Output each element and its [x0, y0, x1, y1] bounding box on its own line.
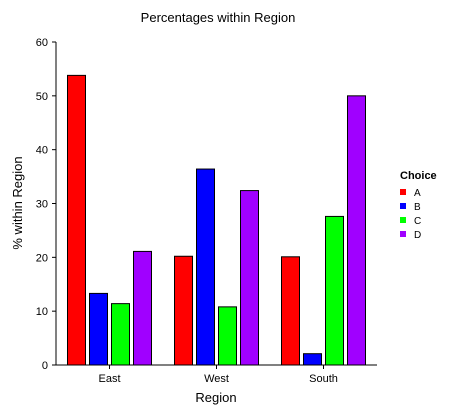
- bar-south-c: [325, 215, 344, 366]
- y-tick-label: 40: [36, 145, 48, 157]
- bar-west-b: [196, 168, 215, 366]
- legend-label-d: D: [414, 230, 421, 241]
- x-tick-label: West: [204, 373, 229, 385]
- bar-west-c: [218, 306, 237, 366]
- bar-east-c: [111, 303, 130, 366]
- legend-label-c: C: [414, 216, 421, 227]
- y-tick-label: 20: [36, 252, 48, 264]
- bar-south-a: [281, 256, 300, 366]
- bar-east-b: [89, 292, 108, 366]
- bar-west-a: [174, 255, 193, 366]
- legend-swatch-b: [400, 203, 406, 209]
- plot-area: East West South 0 10 20 30 40 50 60: [36, 37, 377, 385]
- y-tick-label: 50: [36, 91, 48, 103]
- x-tick-label: East: [98, 373, 120, 385]
- bar-south-b: [303, 353, 322, 366]
- y-tick-label: 60: [36, 37, 48, 49]
- y-tick-label: 30: [36, 199, 48, 211]
- legend-label-b: B: [414, 202, 421, 213]
- y-tick-label: 0: [42, 360, 48, 372]
- chart-title: Percentages within Region: [141, 10, 296, 25]
- bar-south-d: [347, 95, 366, 366]
- bar-east-d: [133, 250, 152, 366]
- bar-west-d: [240, 190, 259, 366]
- legend-label-a: A: [414, 188, 421, 199]
- legend-swatch-c: [400, 217, 406, 223]
- y-tick-label: 10: [36, 306, 48, 318]
- legend-title: Choice: [400, 170, 437, 182]
- legend-swatch-d: [400, 231, 406, 237]
- legend-swatch-a: [400, 189, 406, 195]
- x-axis-label: Region: [195, 390, 236, 405]
- x-tick-label: South: [309, 373, 338, 385]
- bar-east-a: [67, 74, 86, 366]
- y-axis-label: % within Region: [10, 156, 25, 249]
